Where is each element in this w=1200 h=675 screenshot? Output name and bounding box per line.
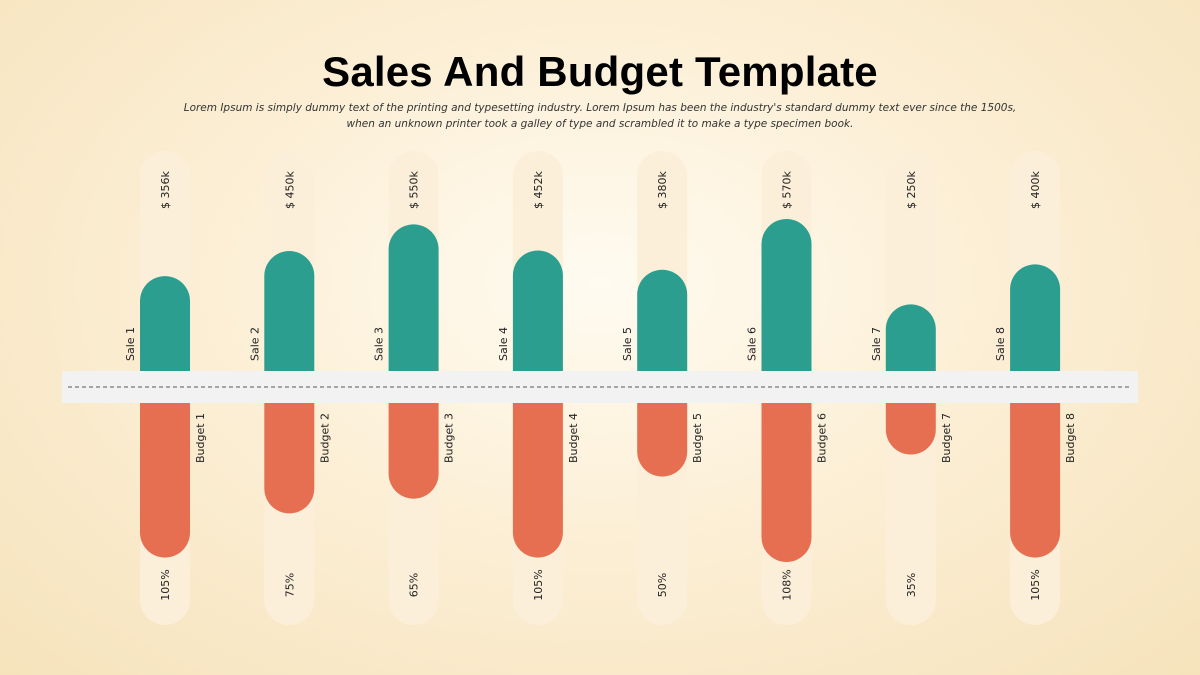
budget-bar-6 bbox=[761, 403, 812, 562]
sale-bar-4 bbox=[512, 250, 563, 371]
sale-label-4: Sale 4 bbox=[497, 327, 510, 361]
chart-subtitle: Lorem Ipsum is simply dummy text of the … bbox=[183, 102, 1017, 130]
sale-value-label-8: $ 400k bbox=[1029, 170, 1042, 208]
sale-bar-7 bbox=[885, 304, 936, 371]
budget-label-8: Budget 8 bbox=[1064, 413, 1077, 463]
budget-label-4: Budget 4 bbox=[567, 413, 580, 463]
sale-bar-8 bbox=[1010, 264, 1061, 371]
budget-bar-7 bbox=[885, 403, 936, 455]
budget-value-label-5: 50% bbox=[656, 573, 669, 597]
sale-label-1: Sale 1 bbox=[124, 327, 137, 361]
sale-value-label-3: $ 550k bbox=[408, 170, 421, 208]
budget-label-5: Budget 5 bbox=[691, 413, 704, 463]
sale-bar-1 bbox=[140, 276, 190, 371]
budget-value-label-2: 75% bbox=[283, 573, 296, 597]
sale-value-label-2: $ 450k bbox=[283, 170, 296, 208]
budget-value-label-3: 65% bbox=[408, 573, 421, 597]
sale-label-5: Sale 5 bbox=[621, 327, 634, 361]
budget-value-label-7: 35% bbox=[905, 573, 918, 597]
sale-bar-6 bbox=[761, 219, 812, 371]
sale-value-label-7: $ 250k bbox=[905, 170, 918, 208]
budget-label-2: Budget 2 bbox=[318, 413, 331, 463]
sale-label-3: Sale 3 bbox=[373, 327, 386, 361]
sale-value-label-5: $ 380k bbox=[656, 170, 669, 208]
sale-bar-5 bbox=[637, 269, 688, 371]
sale-label-7: Sale 7 bbox=[870, 327, 883, 361]
budget-value-label-6: 108% bbox=[781, 569, 794, 600]
budget-bar-1 bbox=[140, 403, 190, 558]
sale-value-label-1: $ 356k bbox=[159, 170, 172, 208]
sale-bar-3 bbox=[388, 224, 439, 371]
budget-bar-2 bbox=[264, 403, 315, 514]
chart-title: Sales And Budget Template bbox=[322, 48, 878, 95]
budget-value-label-8: 105% bbox=[1029, 569, 1042, 600]
sale-label-6: Sale 6 bbox=[746, 327, 759, 361]
budget-bar-8 bbox=[1010, 403, 1061, 558]
budget-label-6: Budget 6 bbox=[816, 413, 829, 463]
budget-bar-3 bbox=[388, 403, 439, 499]
sale-label-2: Sale 2 bbox=[248, 327, 261, 361]
budget-bar-4 bbox=[512, 403, 563, 558]
sale-value-label-4: $ 452k bbox=[532, 170, 545, 208]
sale-label-8: Sale 8 bbox=[994, 327, 1007, 361]
sale-value-label-6: $ 570k bbox=[781, 170, 794, 208]
budget-label-1: Budget 1 bbox=[194, 413, 207, 463]
budget-bar-5 bbox=[637, 403, 688, 477]
budget-label-7: Budget 7 bbox=[940, 413, 953, 463]
budget-label-3: Budget 3 bbox=[443, 413, 456, 463]
sale-bar-2 bbox=[264, 251, 315, 371]
budget-value-label-4: 105% bbox=[532, 569, 545, 600]
budget-value-label-1: 105% bbox=[159, 569, 172, 600]
